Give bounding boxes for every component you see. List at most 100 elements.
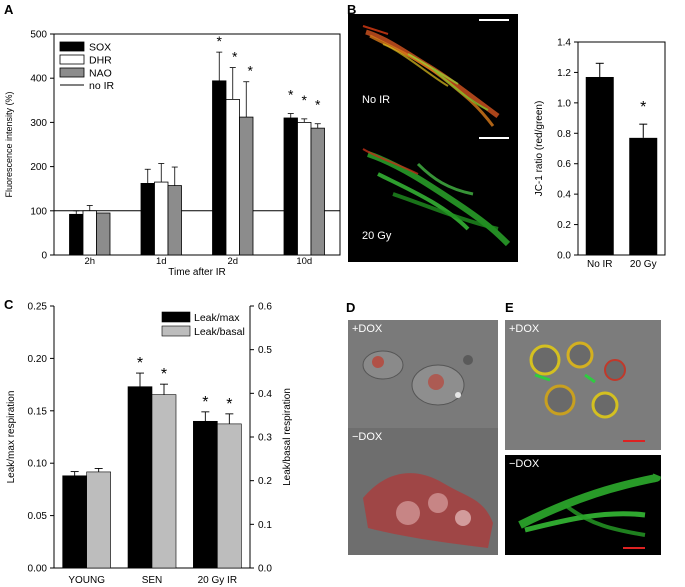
bar-leak-basal (151, 394, 177, 569)
bar-dhr (225, 99, 240, 256)
x-tick-label-c: YOUNG (68, 575, 105, 586)
panel-letter-a: A (4, 2, 14, 17)
bar-dhr (82, 210, 97, 256)
y-tick-label-b: 0.6 (557, 159, 571, 170)
bar-leak-max (193, 420, 218, 569)
x-tick-label-b: 20 Gy (630, 259, 657, 270)
bar-sox (212, 80, 227, 256)
bar-sox (69, 213, 84, 256)
legend-swatch-sox (59, 41, 85, 52)
plot-frame-b (577, 41, 666, 256)
bar-leak-basal (217, 423, 242, 569)
legend-swatch-dhr (59, 54, 85, 65)
bar-nao (167, 185, 182, 256)
significance-star: * (640, 99, 646, 116)
bar-sox (140, 182, 155, 256)
significance-star: * (226, 396, 232, 413)
legend-label-leak-max: Leak/max (194, 312, 240, 324)
y-tick-label-b: 1.4 (557, 38, 571, 49)
y2-tick-label-c: 0.4 (258, 389, 272, 400)
y-tick-label-c: 0.15 (28, 406, 48, 417)
y2-tick-label-c: 0.3 (258, 433, 272, 444)
panel-letter-e: E (505, 300, 514, 315)
x-tick-label-a: 10d (296, 256, 312, 267)
significance-star: * (248, 63, 254, 79)
legend-label-leak-basal: Leak/basal (194, 326, 245, 338)
significance-star: * (315, 97, 321, 113)
micrograph-label-plus-dox: +DOX (352, 323, 383, 335)
micrograph-d-minus-dox: −DOX (348, 428, 498, 555)
x-tick-label-c: 20 Gy IR (198, 575, 237, 586)
legend-label-sox: SOX (89, 42, 111, 54)
bar-nao (310, 127, 325, 256)
panel-letter-c: C (4, 297, 14, 312)
legend-label-nao: NAO (89, 68, 112, 80)
bar-leak-basal (86, 471, 111, 569)
micrograph-b-20gy: 20 Gy (348, 134, 518, 262)
x-tick-label-c: SEN (142, 575, 163, 586)
y-tick-label-a: 100 (30, 206, 47, 217)
panel-letter-d: D (346, 300, 356, 315)
scale-bar (479, 137, 509, 139)
micrograph-e-minus-dox: −DOX (505, 455, 661, 555)
y-tick-label-b: 0.2 (557, 220, 571, 231)
bar-leak-max (62, 475, 87, 569)
legend-swatch-leak-basal (161, 325, 191, 337)
y-tick-label-a: 500 (30, 30, 47, 41)
x-axis-label-a: Time after IR (168, 267, 225, 278)
micrograph-b-no-ir: No IR (348, 14, 518, 144)
y-tick-label-c: 0.00 (28, 564, 48, 575)
bar-nao (239, 116, 254, 256)
y2-tick-label-c: 0.0 (258, 564, 272, 575)
y2-tick-label-c: 0.2 (258, 476, 272, 487)
micrograph-label-plus-dox: +DOX (509, 323, 540, 335)
micrograph-e-plus-dox: +DOX (505, 320, 661, 450)
y-tick-label-a: 200 (30, 162, 47, 173)
significance-star: * (302, 92, 308, 108)
y-tick-label-c: 0.10 (28, 459, 48, 470)
y-tick-label-c: 0.20 (28, 354, 48, 365)
x-tick-label-a: 2d (227, 256, 238, 267)
x-tick-label-a: 2h (84, 256, 95, 267)
legend-label-dhr: DHR (89, 55, 112, 67)
y-tick-label-b: 1.2 (557, 68, 571, 79)
bar-dhr (154, 181, 169, 256)
scale-bar (623, 547, 645, 549)
y2-tick-label-c: 0.1 (258, 520, 272, 531)
plot-frame-a (53, 33, 341, 256)
micrograph-label-minus-dox: −DOX (352, 431, 383, 443)
x-tick-label-b: No IR (587, 259, 613, 270)
panel-letter-b: B (347, 2, 357, 17)
significance-star: * (217, 33, 223, 49)
y-tick-label-b: 1.0 (557, 98, 571, 109)
mito-network-image (362, 148, 511, 247)
bar-20-gy (629, 137, 658, 255)
brightfield-cells-image (363, 473, 493, 548)
legend-swatch-leak-max (161, 311, 191, 323)
bar-sox (283, 117, 298, 256)
y-tick-label-b: 0.4 (557, 190, 571, 201)
bar-dhr (297, 122, 312, 256)
micrograph-label-no-ir: No IR (362, 94, 391, 106)
scale-bar (479, 19, 509, 21)
brightfield-cells-image (529, 341, 626, 419)
legend-label-no-ir: no IR (89, 80, 115, 92)
y-tick-label-b: 0.0 (557, 251, 571, 262)
significance-star: * (202, 394, 208, 411)
y2-axis-label-c: Leak/basal respiration (282, 388, 293, 486)
y-tick-label-c: 0.05 (28, 511, 48, 522)
y2-tick-label-c: 0.6 (258, 302, 272, 313)
micrograph-label-20gy: 20 Gy (362, 230, 392, 242)
micrograph-label-minus-dox: −DOX (509, 458, 540, 470)
legend-swatch-nao (59, 67, 85, 78)
y-tick-label-a: 0 (41, 251, 47, 262)
brightfield-cells-image (362, 350, 473, 406)
y-axis-label-c: Leak/max respiration (6, 391, 17, 484)
bar-no-ir (585, 76, 614, 255)
y-tick-label-c: 0.25 (28, 302, 48, 313)
mito-network-image (518, 473, 661, 537)
y-tick-label-a: 300 (30, 118, 47, 129)
mito-network-image (362, 25, 500, 127)
bar-leak-max (127, 386, 153, 569)
